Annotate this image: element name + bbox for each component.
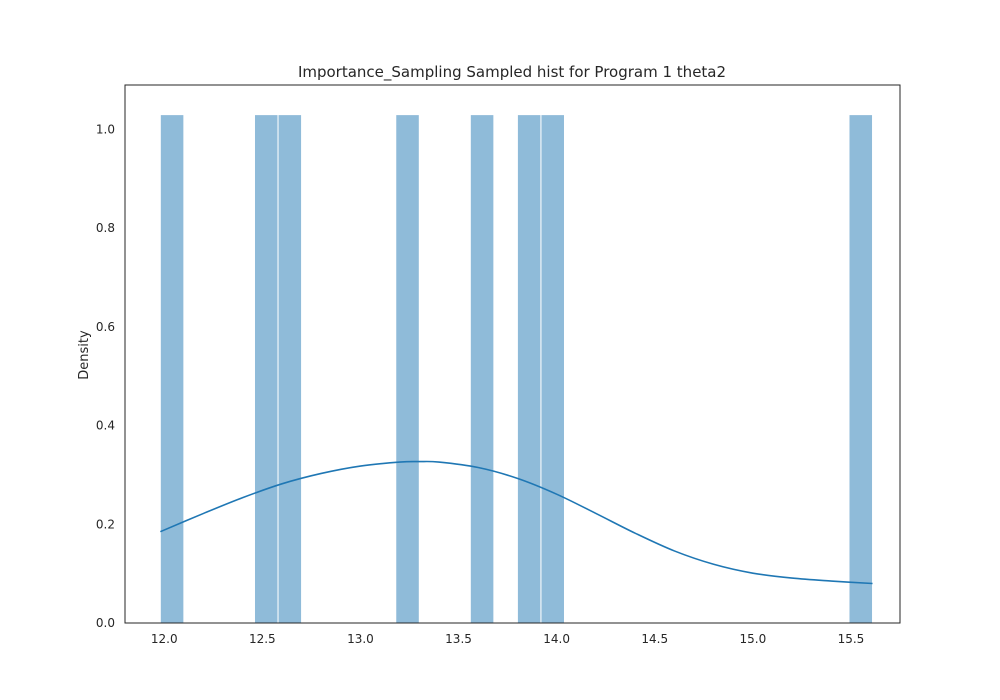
x-tick-label: 15.5 — [838, 632, 865, 646]
histogram-bars — [159, 114, 874, 624]
x-tick-label: 13.5 — [445, 632, 472, 646]
histogram-bar — [848, 114, 874, 624]
histogram-bar — [540, 114, 565, 624]
histogram-bar — [277, 114, 303, 624]
x-tick-label: 14.0 — [543, 632, 570, 646]
x-tick-label: 12.0 — [151, 632, 178, 646]
chart-title: Importance_Sampling Sampled hist for Pro… — [298, 63, 726, 82]
y-tick-label: 0.2 — [96, 517, 115, 531]
histogram-bar — [159, 114, 185, 624]
plot-frame — [124, 84, 901, 624]
kde-curve — [160, 460, 873, 585]
x-tick-label: 15.0 — [739, 632, 766, 646]
x-tick-label: 12.5 — [249, 632, 276, 646]
y-tick-label: 0.8 — [96, 221, 115, 235]
y-tick-label: 0.6 — [96, 320, 115, 334]
histogram-bar — [395, 114, 420, 624]
x-tick-label: 14.5 — [641, 632, 668, 646]
y-tick-label: 0.4 — [96, 419, 115, 433]
kde-layer — [160, 460, 873, 585]
x-tick-label: 13.0 — [347, 632, 374, 646]
histogram-bar — [516, 114, 542, 624]
histogram-bar — [253, 114, 279, 624]
x-axis-ticks: 12.0 12.5 13.0 13.5 14.0 14.5 15.0 15.5 — [151, 632, 864, 646]
y-tick-label: 0.0 — [96, 616, 115, 630]
y-axis-label: Density — [77, 330, 92, 380]
y-tick-label: 1.0 — [96, 122, 115, 136]
y-axis-ticks: 0.0 0.2 0.4 0.6 0.8 1.0 — [96, 122, 115, 630]
histogram-bar — [469, 114, 495, 624]
